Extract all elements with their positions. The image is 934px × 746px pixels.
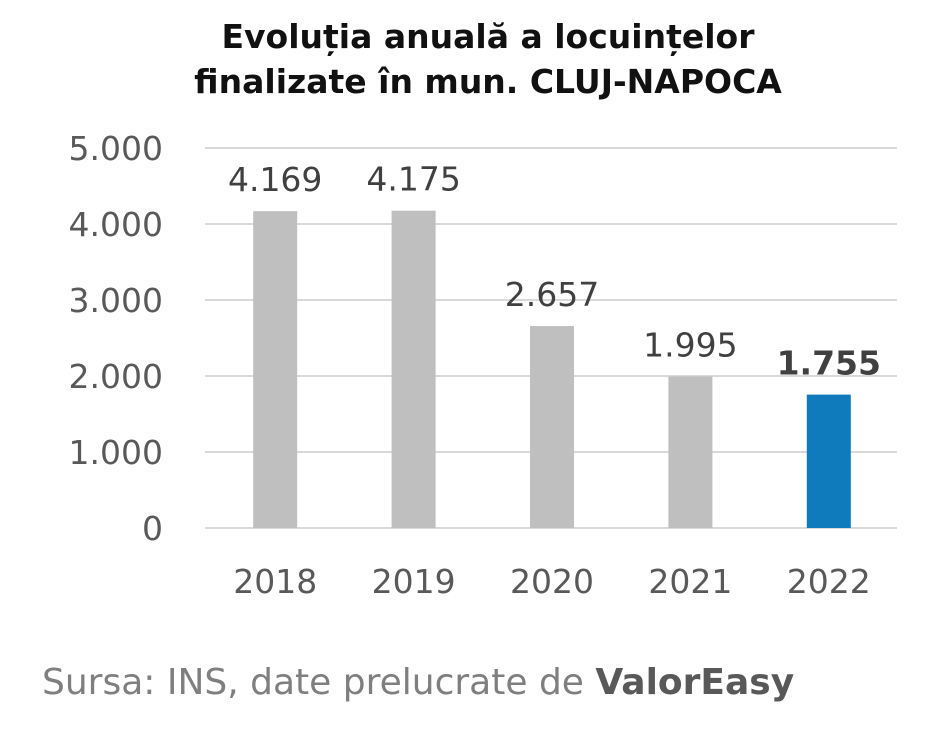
source-brand: ValorEasy <box>595 662 794 703</box>
bar-2019 <box>391 210 436 528</box>
x-tick-label: 2020 <box>510 562 594 601</box>
x-tick-label: 2022 <box>787 562 871 601</box>
bar-2022 <box>806 394 851 528</box>
data-label-2020: 2.657 <box>505 275 599 314</box>
y-tick-label: 5.000 <box>69 129 163 168</box>
bar-2021 <box>668 376 713 528</box>
source-note: Sursa: INS, date prelucrate de ValorEasy <box>42 662 794 703</box>
bar-2020 <box>530 326 574 528</box>
y-tick-label: 0 <box>142 509 163 548</box>
y-tick-label: 2.000 <box>69 357 163 396</box>
y-tick-label: 3.000 <box>69 281 163 320</box>
x-tick-label: 2018 <box>233 562 317 601</box>
data-label-2018: 4.169 <box>228 160 322 199</box>
x-axis-ticks: 2018 2019 2020 2021 2022 <box>233 562 871 601</box>
y-axis-ticks: 0 1.000 2.000 3.000 4.000 5.000 <box>69 129 163 548</box>
y-tick-label: 4.000 <box>69 205 163 244</box>
data-label-2022: 1.755 <box>777 344 881 383</box>
bar-2018 <box>253 211 298 528</box>
chart-title-line-1: Evoluția anuală a locuințelor <box>222 17 756 56</box>
bars <box>253 210 851 528</box>
source-prefix: Sursa: INS, date prelucrate de <box>42 662 595 703</box>
data-label-2019: 4.175 <box>366 160 460 199</box>
data-label-2021: 1.995 <box>643 325 737 364</box>
x-tick-label: 2021 <box>648 562 732 601</box>
chart-title-line-2: finalizate în mun. CLUJ-NAPOCA <box>194 62 782 101</box>
x-tick-label: 2019 <box>372 562 456 601</box>
data-labels: 4.169 4.175 2.657 1.995 1.755 <box>228 160 881 383</box>
y-tick-label: 1.000 <box>69 433 163 472</box>
